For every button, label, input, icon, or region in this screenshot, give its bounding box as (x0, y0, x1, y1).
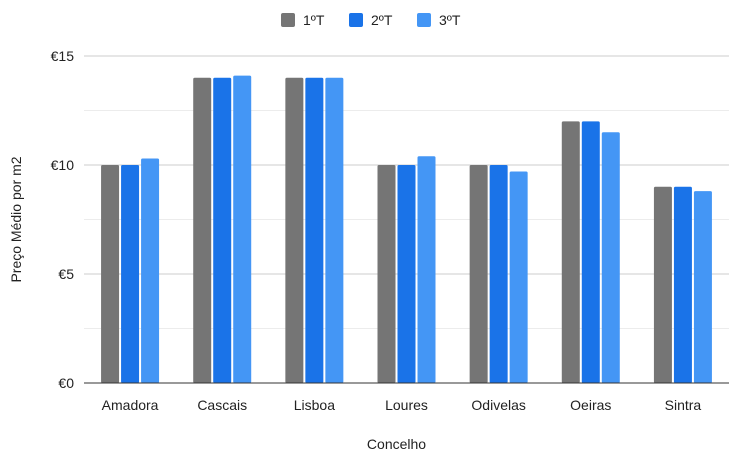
bar-odivelas-1 (469, 165, 488, 383)
bar-lisboa-3 (325, 77, 344, 384)
bar-group-lisboa (285, 77, 344, 384)
bar-sintra-1 (653, 186, 672, 383)
bar-amadora-2 (121, 165, 140, 383)
legend: 1ºT 2ºT 3ºT (281, 12, 461, 28)
bar-group-cascais (193, 75, 252, 384)
bar-loures-2 (397, 165, 416, 383)
x-tick-label: Loures (385, 397, 428, 413)
bar-group-loures (377, 156, 436, 383)
bar-sintra-3 (693, 191, 712, 383)
legend-item-1: 1ºT (281, 12, 325, 28)
bars (101, 75, 712, 384)
bar-cascais-3 (233, 75, 252, 384)
bar-group-amadora (101, 158, 160, 383)
legend-label: 1ºT (303, 12, 325, 28)
bar-lisboa-2 (305, 77, 324, 384)
x-axis-tick-labels: Amadora Cascais Lisboa Loures Odivelas Oeiras… (102, 397, 702, 413)
legend-swatch (417, 13, 431, 27)
bar-lisboa-1 (285, 77, 304, 384)
bar-odivelas-2 (489, 165, 508, 383)
bar-cascais-1 (193, 77, 212, 384)
legend-item-3: 3ºT (417, 12, 461, 28)
x-tick-label: Cascais (197, 397, 247, 413)
bar-oeiras-2 (581, 121, 600, 384)
bar-oeiras-1 (561, 121, 580, 384)
bar-oeiras-3 (601, 132, 620, 383)
y-tick-label: €5 (58, 266, 74, 282)
legend-item-2: 2ºT (349, 12, 393, 28)
bar-group-sintra (653, 186, 712, 383)
legend-label: 3ºT (439, 12, 461, 28)
y-tick-label: €15 (51, 48, 75, 64)
legend-label: 2ºT (371, 12, 393, 28)
y-tick-label: €0 (58, 375, 74, 391)
bar-amadora-3 (141, 158, 160, 383)
bar-odivelas-3 (509, 171, 528, 383)
bar-loures-3 (417, 156, 436, 383)
legend-swatch (281, 13, 295, 27)
bar-cascais-2 (213, 77, 232, 384)
bar-amadora-1 (101, 165, 120, 383)
bar-loures-1 (377, 165, 396, 383)
y-tick-label: €10 (51, 157, 75, 173)
x-axis-label: Concelho (367, 436, 426, 451)
x-tick-label: Amadora (102, 397, 159, 413)
y-axis-label: Preço Médio por m2 (8, 156, 24, 282)
legend-swatch (349, 13, 363, 27)
x-tick-label: Lisboa (294, 397, 335, 413)
y-axis-tick-labels: €0 €5 €10 €15 (51, 48, 75, 391)
bar-group-odivelas (469, 165, 528, 383)
x-tick-label: Sintra (665, 397, 702, 413)
x-tick-label: Oeiras (570, 397, 611, 413)
bar-group-oeiras (561, 121, 620, 384)
x-tick-label: Odivelas (471, 397, 525, 413)
bar-sintra-2 (673, 186, 692, 383)
